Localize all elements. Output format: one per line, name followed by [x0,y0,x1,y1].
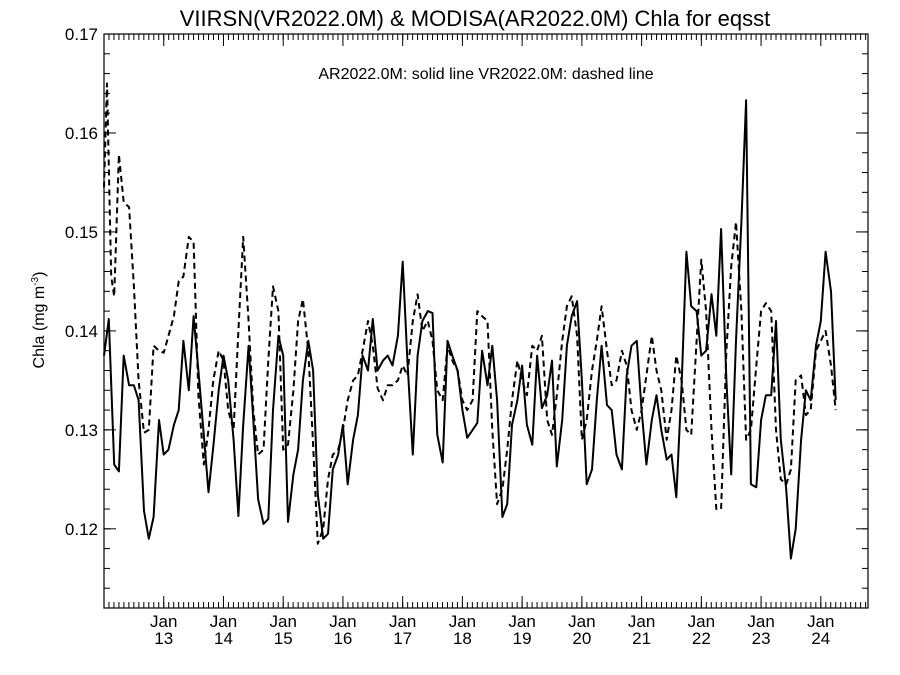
x-tick-year-label: 22 [692,629,711,648]
y-tick-label: 0.14 [65,322,98,341]
x-tick-year-label: 19 [513,629,532,648]
x-tick-month-label: Jan [329,612,356,631]
x-tick-year-label: 18 [453,629,472,648]
x-tick-month-label: Jan [389,612,416,631]
chart-title: VIIRSN(VR2022.0M) & MODISA(AR2022.0M) Ch… [180,6,771,31]
x-tick-month-label: Jan [449,612,476,631]
x-tick-year-label: 23 [752,629,771,648]
axis-ticks: 0.120.130.140.150.160.17Jan13Jan14Jan15J… [65,25,868,648]
y-tick-label: 0.13 [65,421,98,440]
y-tick-label: 0.16 [65,124,98,143]
x-tick-month-label: Jan [150,612,177,631]
x-tick-year-label: 17 [393,629,412,648]
line-style-annotation: AR2022.0M: solid line VR2022.0M: dashed … [318,66,653,83]
x-tick-month-label: Jan [688,612,715,631]
x-tick-year-label: 16 [333,629,352,648]
x-tick-month-label: Jan [269,612,296,631]
x-tick-month-label: Jan [807,612,834,631]
dashed-series-line [103,82,837,545]
x-tick-month-label: Jan [747,612,774,631]
series-layer [103,82,837,560]
y-axis-label-exponent: -3 [30,276,41,285]
x-tick-month-label: Jan [628,612,655,631]
solid-series-line [103,99,837,560]
x-tick-year-label: 21 [632,629,651,648]
x-tick-year-label: 14 [214,629,233,648]
x-tick-year-label: 20 [572,629,591,648]
y-tick-label: 0.12 [65,520,98,539]
x-tick-year-label: 13 [154,629,173,648]
y-tick-label: 0.15 [65,223,98,242]
plot-frame [103,33,869,609]
x-tick-month-label: Jan [568,612,595,631]
x-tick-year-label: 24 [811,629,830,648]
y-axis-label-main: Chla (mg m [31,286,48,369]
y-axis-label-close: ) [31,272,48,277]
x-tick-month-label: Jan [210,612,237,631]
x-tick-year-label: 15 [274,629,293,648]
y-axis-label: Chla (mg m-3) [30,272,48,369]
x-tick-month-label: Jan [508,612,535,631]
y-tick-label: 0.17 [65,25,98,44]
